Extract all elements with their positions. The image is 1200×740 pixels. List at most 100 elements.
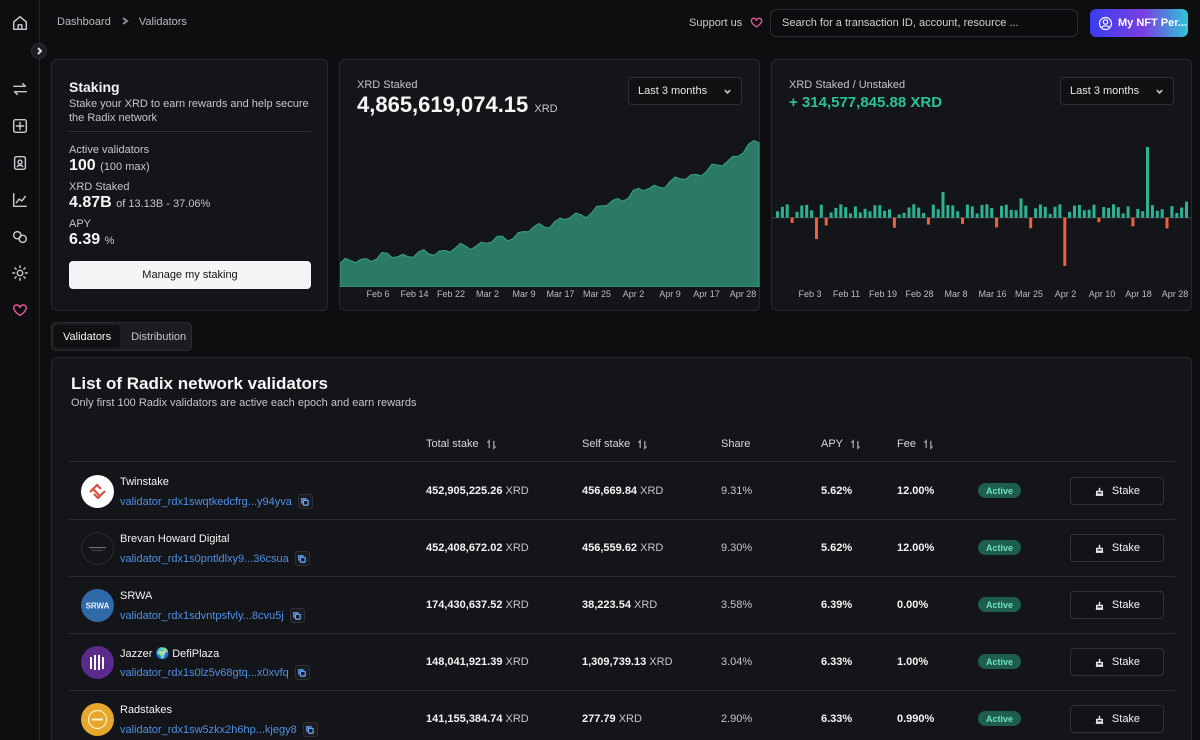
unstaked-chart-x-axis: Feb 3 Feb 11 Feb 19 Feb 28 Mar 8 Mar 16 Mar 25…: [772, 289, 1193, 301]
validator-address-link[interactable]: validator_rdx1s0pntldlxy9...36csua: [120, 552, 289, 565]
column-fee[interactable]: Fee: [897, 438, 934, 450]
validator-address-link[interactable]: validator_rdx1sdvntpsfvly...8cvu5j: [120, 609, 284, 622]
contacts-icon[interactable]: [11, 154, 29, 172]
x-tick-label: Apr 28: [729, 289, 757, 299]
validator-address-link[interactable]: validator_rdx1sw5zkx2h6hp...kjegy8: [120, 723, 297, 736]
staked-range-label: Last 3 months: [638, 85, 708, 97]
flow-bar: [834, 207, 838, 218]
breadcrumb: Dashboard Validators: [57, 16, 187, 28]
xrd-staked-area-chart: [340, 140, 760, 287]
total-stake-value: 174,430,637.52: [426, 599, 503, 611]
total-stake-cell: 148,041,921.39 XRD: [426, 656, 529, 668]
x-tick-label: Apr 2: [1054, 289, 1077, 299]
unstaked-range-dropdown[interactable]: Last 3 months: [1060, 77, 1174, 105]
column-total-stake[interactable]: Total stake: [426, 438, 497, 450]
manage-staking-button[interactable]: Manage my staking: [69, 261, 311, 289]
staked-range-dropdown[interactable]: Last 3 months: [628, 77, 742, 105]
copy-icon[interactable]: [294, 551, 310, 566]
apy-label: APY: [69, 218, 92, 230]
x-tick-label: Apr 2: [622, 289, 645, 299]
search-input[interactable]: [770, 9, 1078, 37]
total-stake-value: 452,408,672.02: [426, 542, 503, 554]
flow-bar: [1155, 210, 1159, 218]
validator-address: validator_rdx1s0lz5v68gtq...x0xvfq: [120, 665, 310, 680]
stake-button[interactable]: Stake: [1070, 534, 1164, 562]
stake-button[interactable]: Stake: [1070, 648, 1164, 676]
table-row: Jazzer 🌍 DefiPlaza validator_rdx1s0lz5v68…: [69, 634, 1175, 691]
flow-bar: [1068, 211, 1072, 218]
flow-bar: [873, 205, 877, 218]
breadcrumb-dashboard-link[interactable]: Dashboard: [57, 16, 111, 28]
stake-button[interactable]: Stake: [1070, 591, 1164, 619]
flow-bar: [985, 204, 989, 218]
unit: XRD: [505, 599, 529, 611]
flow-bar: [810, 210, 814, 218]
tab-distribution[interactable]: Distribution: [131, 330, 187, 343]
stake-icon: [1095, 544, 1104, 553]
apy-unit: %: [104, 235, 115, 247]
flow-bar: [1004, 204, 1008, 218]
x-tick-label: Feb 28: [905, 289, 934, 299]
unit: XRD: [649, 656, 673, 668]
validator-address-link[interactable]: validator_rdx1s0lz5v68gtq...x0xvfq: [120, 666, 289, 679]
flow-bar: [1126, 206, 1130, 218]
flow-bar: [922, 212, 926, 218]
chevron-down-icon: [1156, 89, 1163, 94]
x-tick-label: Apr 28: [1161, 289, 1189, 299]
flow-bar: [785, 204, 789, 218]
flow-bar: [995, 217, 999, 228]
copy-icon[interactable]: [289, 608, 305, 623]
flow-bar: [970, 206, 974, 218]
stake-button[interactable]: Stake: [1070, 477, 1164, 505]
home-icon[interactable]: [11, 14, 29, 32]
resources-icon[interactable]: [11, 228, 29, 246]
flow-bar: [776, 211, 779, 218]
validator-address-link[interactable]: validator_rdx1swqtkedcfrg...y94yva: [120, 495, 292, 508]
active-validators-number: 100: [69, 157, 96, 174]
settings-icon[interactable]: [11, 264, 29, 282]
validator-avatar: [81, 532, 114, 565]
flow-bar: [829, 212, 833, 218]
active-validators-label: Active validators: [69, 144, 150, 156]
flow-bar: [1024, 205, 1028, 218]
unit: XRD: [640, 485, 664, 497]
flow-bar: [1185, 201, 1188, 218]
transfer-icon[interactable]: [11, 80, 29, 98]
flow-bar: [897, 214, 901, 218]
x-tick-label: Feb 3: [798, 289, 822, 299]
flow-bar: [863, 208, 867, 218]
flow-bar: [883, 210, 887, 218]
copy-icon[interactable]: [297, 494, 313, 509]
column-share: Share: [721, 438, 750, 450]
apy-cell: 6.33%: [821, 713, 853, 725]
chart-icon[interactable]: [11, 191, 29, 209]
validator-address: validator_rdx1swqtkedcfrg...y94yva: [120, 494, 313, 509]
flow-bar: [1107, 207, 1111, 218]
support-us-link[interactable]: Support us: [689, 15, 764, 30]
flow-bar: [980, 204, 984, 218]
stake-button-label: Stake: [1111, 485, 1141, 497]
fee-cell: 12.00%: [897, 542, 935, 554]
table-header: Total stake Self stake Share APY Fee: [69, 435, 1175, 462]
support-heart-icon[interactable]: [11, 301, 29, 319]
column-self-stake[interactable]: Self stake: [582, 438, 648, 450]
unit: XRD: [505, 542, 529, 554]
column-apy[interactable]: APY: [821, 438, 861, 450]
stake-button[interactable]: Stake: [1070, 705, 1164, 733]
tab-validators[interactable]: Validators: [54, 325, 121, 348]
copy-icon[interactable]: [294, 665, 310, 680]
sidebar-expand-chevron-icon[interactable]: [31, 43, 47, 59]
apy-number: 6.39: [69, 231, 101, 248]
status-badge: Active: [978, 711, 1022, 726]
flow-bar: [1034, 208, 1038, 218]
my-nft-button[interactable]: My NFT Per...: [1090, 9, 1188, 37]
staking-icon[interactable]: [11, 117, 29, 135]
stake-button-label: Stake: [1111, 542, 1141, 554]
flow-bar: [1170, 206, 1174, 218]
copy-icon[interactable]: [302, 722, 318, 737]
validator-avatar: [81, 703, 114, 736]
column-apy-label: APY: [821, 438, 844, 450]
xrd-staked-chart-value: 4,865,619,074.15 XRD: [357, 92, 558, 118]
column-self-stake-label: Self stake: [582, 438, 631, 450]
self-stake-value: 456,559.62: [582, 542, 638, 554]
